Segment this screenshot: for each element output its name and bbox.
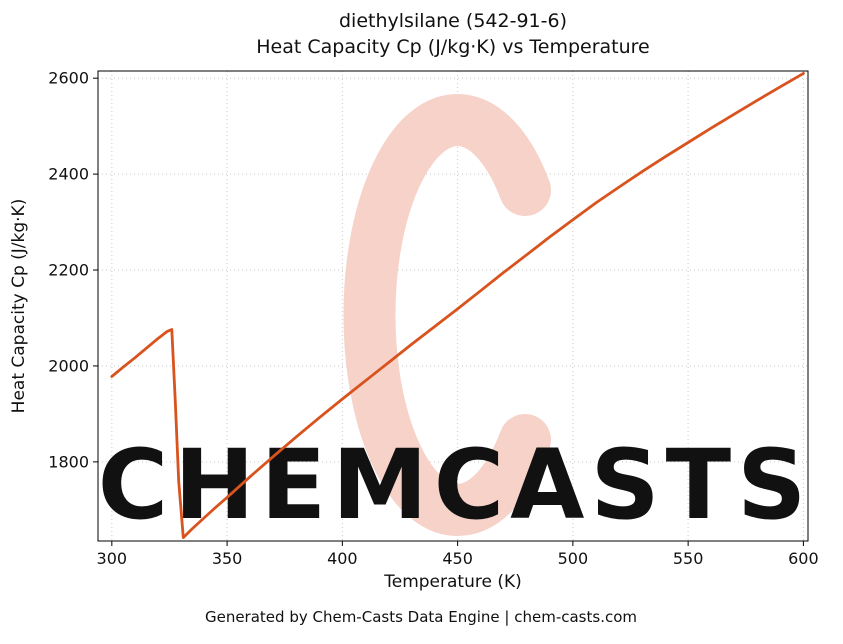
y-tick-label: 2200: [48, 261, 89, 280]
x-tick-label: 600: [788, 549, 819, 568]
y-tick-label: 2000: [48, 356, 89, 375]
y-axis-label: Heat Capacity Cp (J/kg·K): [9, 199, 29, 414]
y-tick-label: 2600: [48, 69, 89, 88]
x-tick-label: 300: [97, 549, 128, 568]
watermark-text: CHEMCASTS: [98, 429, 812, 541]
chart-title-line1: diethylsilane (542-91-6): [339, 10, 567, 32]
plot-border: [97, 70, 809, 542]
cp-curve: [110, 72, 805, 539]
watermark-layer: CHEMCASTS: [98, 94, 812, 541]
series-layer: [110, 72, 805, 539]
chart-title-line2: Heat Capacity Cp (J/kg·K) vs Temperature: [256, 36, 650, 58]
x-axis-label: Temperature (K): [383, 572, 522, 592]
footer-credit: Generated by Chem-Casts Data Engine | ch…: [205, 608, 637, 626]
x-tick-label: 550: [673, 549, 704, 568]
x-tick-label: 450: [442, 549, 473, 568]
y-tick-label: 2400: [48, 165, 89, 184]
watermark-logo-icon: [343, 94, 551, 536]
x-tick-label: 500: [558, 549, 589, 568]
x-tick-label: 350: [212, 549, 243, 568]
axes-layer: 300 350 400 450 500 550 600 1800 2000 2200 2400 260…: [48, 69, 818, 568]
y-tick-label: 1800: [48, 452, 89, 471]
x-tick-label: 400: [327, 549, 358, 568]
